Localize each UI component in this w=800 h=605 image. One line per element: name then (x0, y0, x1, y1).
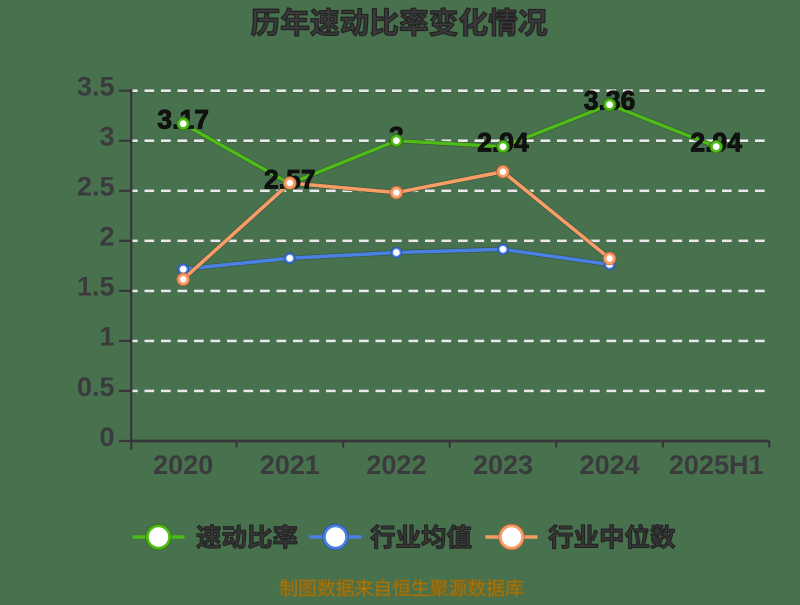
svg-text:1: 1 (99, 322, 114, 352)
svg-text:2023: 2023 (473, 450, 533, 480)
svg-text:0.5: 0.5 (77, 372, 115, 402)
svg-text:0: 0 (99, 422, 114, 452)
svg-text:3.5: 3.5 (77, 72, 115, 102)
svg-text:2024: 2024 (580, 450, 640, 480)
svg-text:2: 2 (99, 222, 114, 252)
svg-text:1.5: 1.5 (77, 272, 115, 302)
svg-text:2020: 2020 (153, 450, 213, 480)
svg-text:2.5: 2.5 (77, 172, 115, 202)
svg-text:2022: 2022 (366, 450, 426, 480)
svg-text:2021: 2021 (260, 450, 320, 480)
svg-text:3: 3 (99, 122, 114, 152)
svg-text:2025H1: 2025H1 (669, 450, 764, 480)
